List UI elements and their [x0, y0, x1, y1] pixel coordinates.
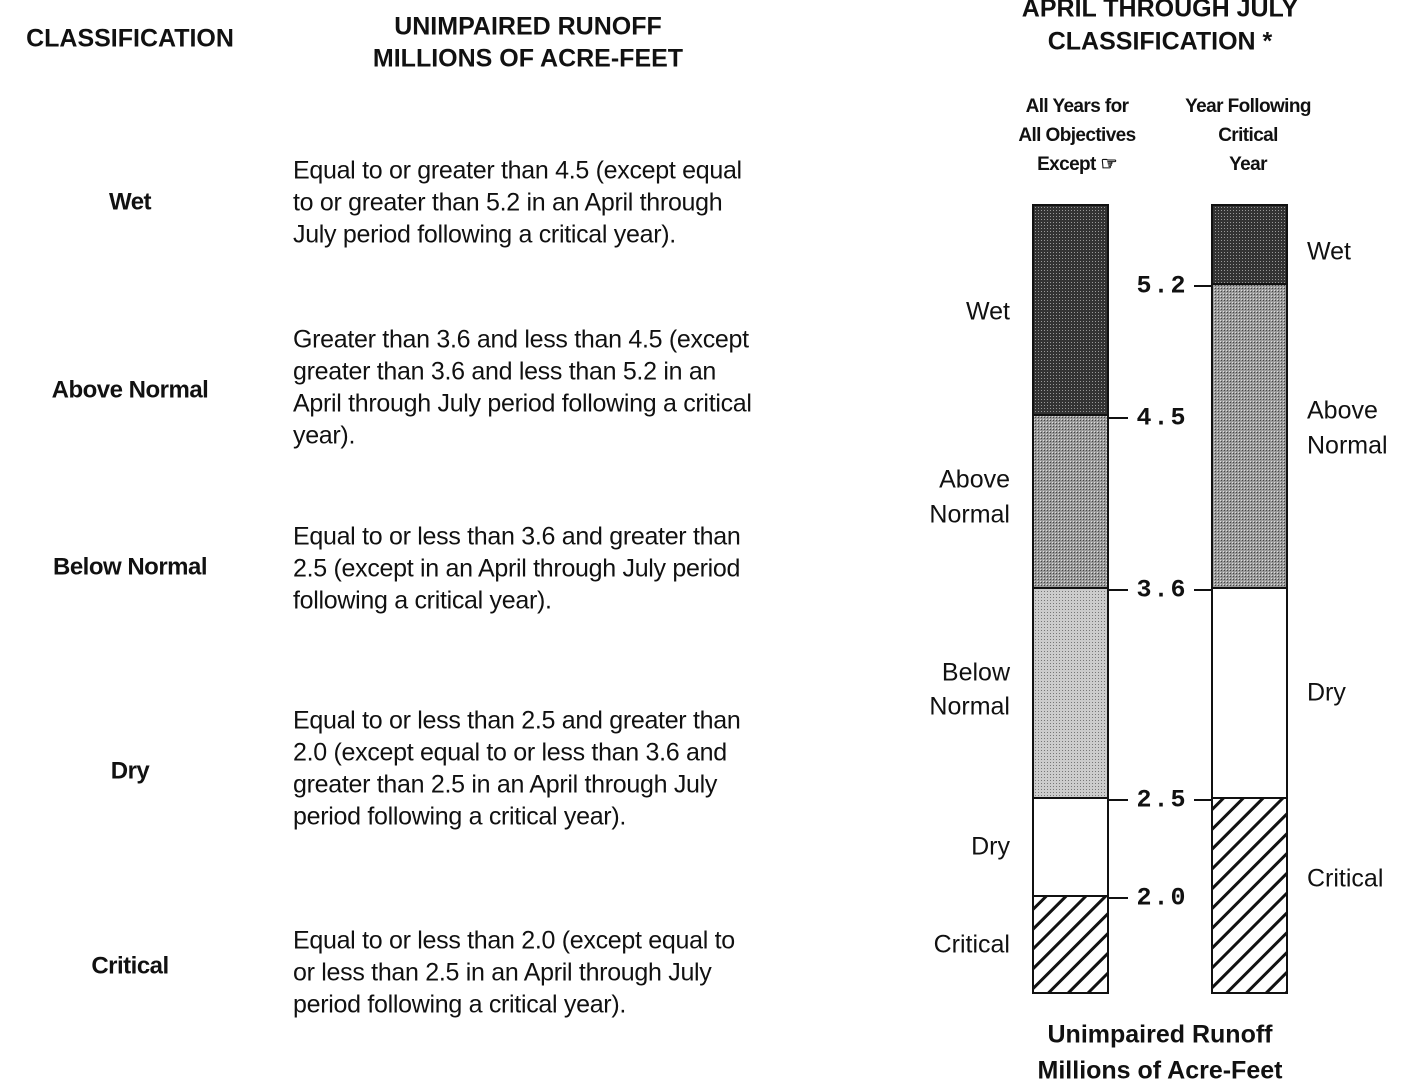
classification: Above Normal — [52, 376, 209, 403]
description-line: following a critical year). — [293, 587, 552, 615]
segment-label: Above — [939, 466, 1010, 494]
classification: Wet — [109, 188, 152, 215]
description-line: 2.5 (except in an April through July per… — [293, 555, 740, 583]
description-line: Equal to or greater than 4.5 (except equ… — [293, 157, 742, 185]
classification: Critical — [91, 952, 168, 979]
segment-label: Wet — [1307, 238, 1351, 266]
segment-label: Normal — [929, 693, 1010, 721]
classification: Below Normal — [53, 553, 207, 580]
segment-label: Critical — [1307, 865, 1383, 893]
column-header: UNIMPAIRED RUNOFF — [394, 13, 662, 41]
axis-label: Unimpaired Runoff — [1048, 1021, 1274, 1049]
segment-label: Dry — [971, 833, 1010, 861]
segment — [1032, 204, 1109, 416]
segment — [1211, 797, 1288, 994]
threshold-label: 5.2 — [1136, 272, 1187, 301]
threshold-label: 2.5 — [1136, 786, 1187, 815]
description-line: April through July period following a cr… — [293, 390, 752, 418]
segment-label: Below — [942, 659, 1011, 687]
segment-label: Normal — [929, 501, 1010, 529]
threshold-label: 3.6 — [1136, 576, 1187, 605]
segment — [1211, 283, 1288, 589]
segment — [1032, 797, 1109, 897]
threshold-label: 4.5 — [1136, 404, 1187, 433]
segment-label: Above — [1307, 397, 1378, 425]
column-header: CLASSIFICATION — [26, 25, 234, 53]
segment-label: Critical — [934, 931, 1010, 959]
description-line: year). — [293, 422, 355, 450]
segment — [1211, 204, 1288, 285]
column-heading: Year Following — [1185, 96, 1311, 117]
diagram-title: CLASSIFICATION * — [1048, 28, 1273, 56]
segment-label: Dry — [1307, 679, 1346, 707]
segment-label: Normal — [1307, 432, 1388, 460]
diagram-title: APRIL THROUGH JULY — [1022, 0, 1299, 23]
description-line: to or greater than 5.2 in an April throu… — [293, 189, 722, 217]
column-heading: All Years for — [1026, 96, 1130, 117]
column-heading: Critical — [1218, 125, 1278, 146]
segment-label: Wet — [966, 298, 1010, 326]
threshold-label: 2.0 — [1136, 884, 1187, 913]
segment — [1032, 587, 1109, 799]
description-line: Equal to or less than 2.0 (except equal … — [293, 927, 735, 955]
column-header: MILLIONS OF ACRE-FEET — [373, 45, 683, 73]
description-line: 2.0 (except equal to or less than 3.6 an… — [293, 739, 727, 767]
description-line: period following a critical year). — [293, 803, 626, 831]
segment — [1032, 895, 1109, 994]
segment — [1211, 587, 1288, 799]
segment — [1032, 414, 1109, 589]
description-line: or less than 2.5 in an April through Jul… — [293, 959, 712, 987]
description-line: Equal to or less than 3.6 and greater th… — [293, 523, 740, 551]
column-heading: Year — [1229, 154, 1268, 175]
column-heading: All Objectives — [1018, 125, 1135, 146]
description-line: July period following a critical year). — [293, 221, 676, 249]
classification: Dry — [111, 757, 151, 784]
description-line: period following a critical year). — [293, 991, 626, 1019]
description-line: Greater than 3.6 and less than 4.5 (exce… — [293, 326, 749, 354]
description-line: Equal to or less than 2.5 and greater th… — [293, 707, 740, 735]
axis-label: Millions of Acre-Feet — [1038, 1057, 1284, 1085]
description-line: greater than 3.6 and less than 5.2 in an — [293, 358, 716, 386]
description-line: greater than 2.5 in an April through Jul… — [293, 771, 718, 799]
column-heading: Except ☞ — [1037, 154, 1117, 175]
